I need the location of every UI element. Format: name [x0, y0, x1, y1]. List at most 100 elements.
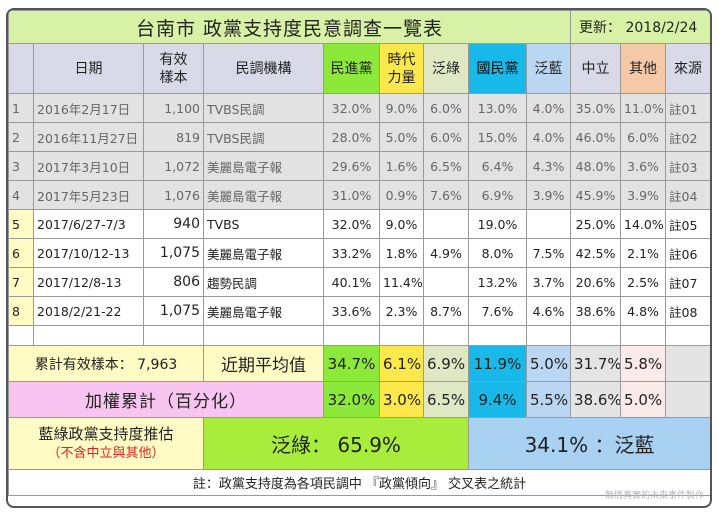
title-row: 台南市 政黨支持度民意調查一覽表 更新： 2018/2/24: [8, 10, 710, 44]
cell-source: 註06: [665, 238, 710, 268]
avg-kmt: 11.9%: [468, 345, 527, 382]
cell-idx: 6: [8, 238, 34, 268]
cell-date: 2018/2/21-22: [33, 296, 144, 326]
cell-blue: 3.9%: [525, 180, 572, 210]
page-title: 台南市 政黨支持度民意調查一覽表: [8, 10, 572, 44]
cell-other: 6.0%: [620, 122, 667, 152]
blank-cell: [143, 325, 204, 346]
cell-date: 2017/6/27-7/3: [33, 209, 144, 239]
header-other: 其他: [620, 43, 667, 94]
cell-source: 註07: [665, 267, 710, 297]
cell-kmt: 6.9%: [468, 180, 527, 210]
cell-green: 8.7%: [423, 296, 469, 326]
avg-source-blank: [665, 345, 710, 382]
cell-kmt: 15.0%: [468, 122, 527, 152]
cell-npp: 9.0%: [379, 209, 424, 239]
blank-cell: [665, 325, 710, 346]
cell-blue: 4.3%: [525, 151, 572, 181]
cell-sample: 1,076: [143, 180, 204, 210]
cell-date: 2017年5月23日: [33, 180, 144, 210]
header-pan-green: 泛綠: [423, 43, 469, 94]
header-sample-text: 有效 樣本: [159, 51, 188, 86]
cell-other: 3.9%: [620, 180, 667, 210]
cell-npp: 11.4%: [379, 267, 424, 297]
cell-kmt: 8.0%: [468, 238, 527, 268]
cell-source: 註08: [665, 296, 710, 326]
estimate-label: 藍綠政黨支持度推估 （不含中立與其他）: [8, 417, 204, 470]
cell-npp: 5.0%: [379, 122, 424, 152]
cell-blue: [525, 209, 572, 239]
survey-table: 台南市 政黨支持度民意調查一覽表 更新： 2018/2/24 日期 有效 樣本 …: [8, 10, 710, 496]
footnote: 註：政黨支持度為各項民調中 『政黨傾向』 交叉表之統計: [8, 469, 710, 496]
cell-neutral: 35.0%: [570, 93, 622, 123]
average-label: 近期平均值: [203, 345, 324, 382]
blank-cell: [33, 325, 144, 346]
blank-row: [8, 325, 710, 346]
weighted-row: 加權累計（百分化） 32.0% 3.0% 6.5% 9.4% 5.5% 38.6…: [8, 381, 710, 418]
cell-idx: 3: [8, 151, 34, 181]
cell-green: 7.6%: [423, 180, 469, 210]
blank-cell: [570, 325, 622, 346]
avg-pan-green: 6.9%: [423, 345, 469, 382]
header-kmt: 國民黨: [468, 43, 527, 94]
cell-kmt: 7.6%: [468, 296, 527, 326]
cell-org: TVBS民調: [203, 122, 324, 152]
cell-green: 6.0%: [423, 122, 469, 152]
cell-neutral: 46.0%: [570, 122, 622, 152]
header-org: 民調機構: [203, 43, 324, 94]
estimate-row: 藍綠政黨支持度推估 （不含中立與其他） 泛綠： 65.9% 34.1% ：泛藍: [8, 417, 710, 470]
header-index: [8, 43, 34, 94]
cell-dpp: 33.2%: [323, 238, 380, 268]
header-npp-text: 時代 力量: [387, 51, 416, 86]
cell-kmt: 6.4%: [468, 151, 527, 181]
cell-org: 趨勢民調: [203, 267, 324, 297]
cell-kmt: 19.0%: [468, 209, 527, 239]
cell-npp: 1.8%: [379, 238, 424, 268]
cell-date: 2016年11月27日: [33, 122, 144, 152]
blank-cell: [203, 325, 324, 346]
cell-neutral: 42.5%: [570, 238, 622, 268]
cell-neutral: 25.0%: [570, 209, 622, 239]
blank-cell: [423, 325, 469, 346]
cell-source: 註04: [665, 180, 710, 210]
cell-other: 2.5%: [620, 267, 667, 297]
cell-org: 美麗島電子報: [203, 238, 324, 268]
avg-dpp: 34.7%: [323, 345, 380, 382]
header-dpp: 民進黨: [323, 43, 380, 94]
cell-date: 2017/12/8-13: [33, 267, 144, 297]
cell-org: 美麗島電子報: [203, 296, 324, 326]
cell-sample: 819: [143, 122, 204, 152]
update-date: 更新： 2018/2/24: [570, 10, 710, 44]
cell-sample: 1,075: [143, 238, 204, 268]
cell-npp: 2.3%: [379, 296, 424, 326]
header-npp: 時代 力量: [379, 43, 424, 94]
table-row: 3 2017年3月10日 1,072 美麗島電子報 29.6% 1.6% 6.5% 6.4% 4…: [8, 151, 710, 181]
table-row: 6 2017/10/12-13 1,075 美麗島電子報 33.2% 1.8% 4.9% 8.…: [8, 238, 710, 268]
cell-npp: 9.0%: [379, 93, 424, 123]
cell-sample: 940: [143, 209, 204, 239]
cell-idx: 1: [8, 93, 34, 123]
watermark: 無情真實的未來事件製作: [604, 491, 704, 501]
header-source: 來源: [665, 43, 710, 94]
cell-other: 3.6%: [620, 151, 667, 181]
table-row: 2 2016年11月27日 819 TVBS民調 28.0% 5.0% 6.0% 15.0% 4…: [8, 122, 710, 152]
cell-dpp: 32.0%: [323, 93, 380, 123]
cell-blue: 4.0%: [525, 122, 572, 152]
cell-green: [423, 209, 469, 239]
cell-idx: 5: [8, 209, 34, 239]
weighted-kmt: 9.4%: [468, 381, 527, 418]
estimate-pan-blue: 34.1% ：泛藍: [467, 417, 710, 470]
cell-org: TVBS: [203, 209, 324, 239]
avg-neutral: 31.7%: [570, 345, 622, 382]
weighted-source-blank: [665, 381, 710, 418]
cell-idx: 8: [8, 296, 34, 326]
cell-green: 6.0%: [423, 93, 469, 123]
cell-idx: 2: [8, 122, 34, 152]
estimate-pan-green: 泛綠： 65.9%: [203, 417, 469, 470]
cell-dpp: 28.0%: [323, 122, 380, 152]
cell-neutral: 20.6%: [570, 267, 622, 297]
header-pan-blue: 泛藍: [525, 43, 572, 94]
weighted-pan-green: 6.5%: [423, 381, 469, 418]
weighted-other: 5.0%: [620, 381, 667, 418]
avg-other: 5.8%: [620, 345, 667, 382]
